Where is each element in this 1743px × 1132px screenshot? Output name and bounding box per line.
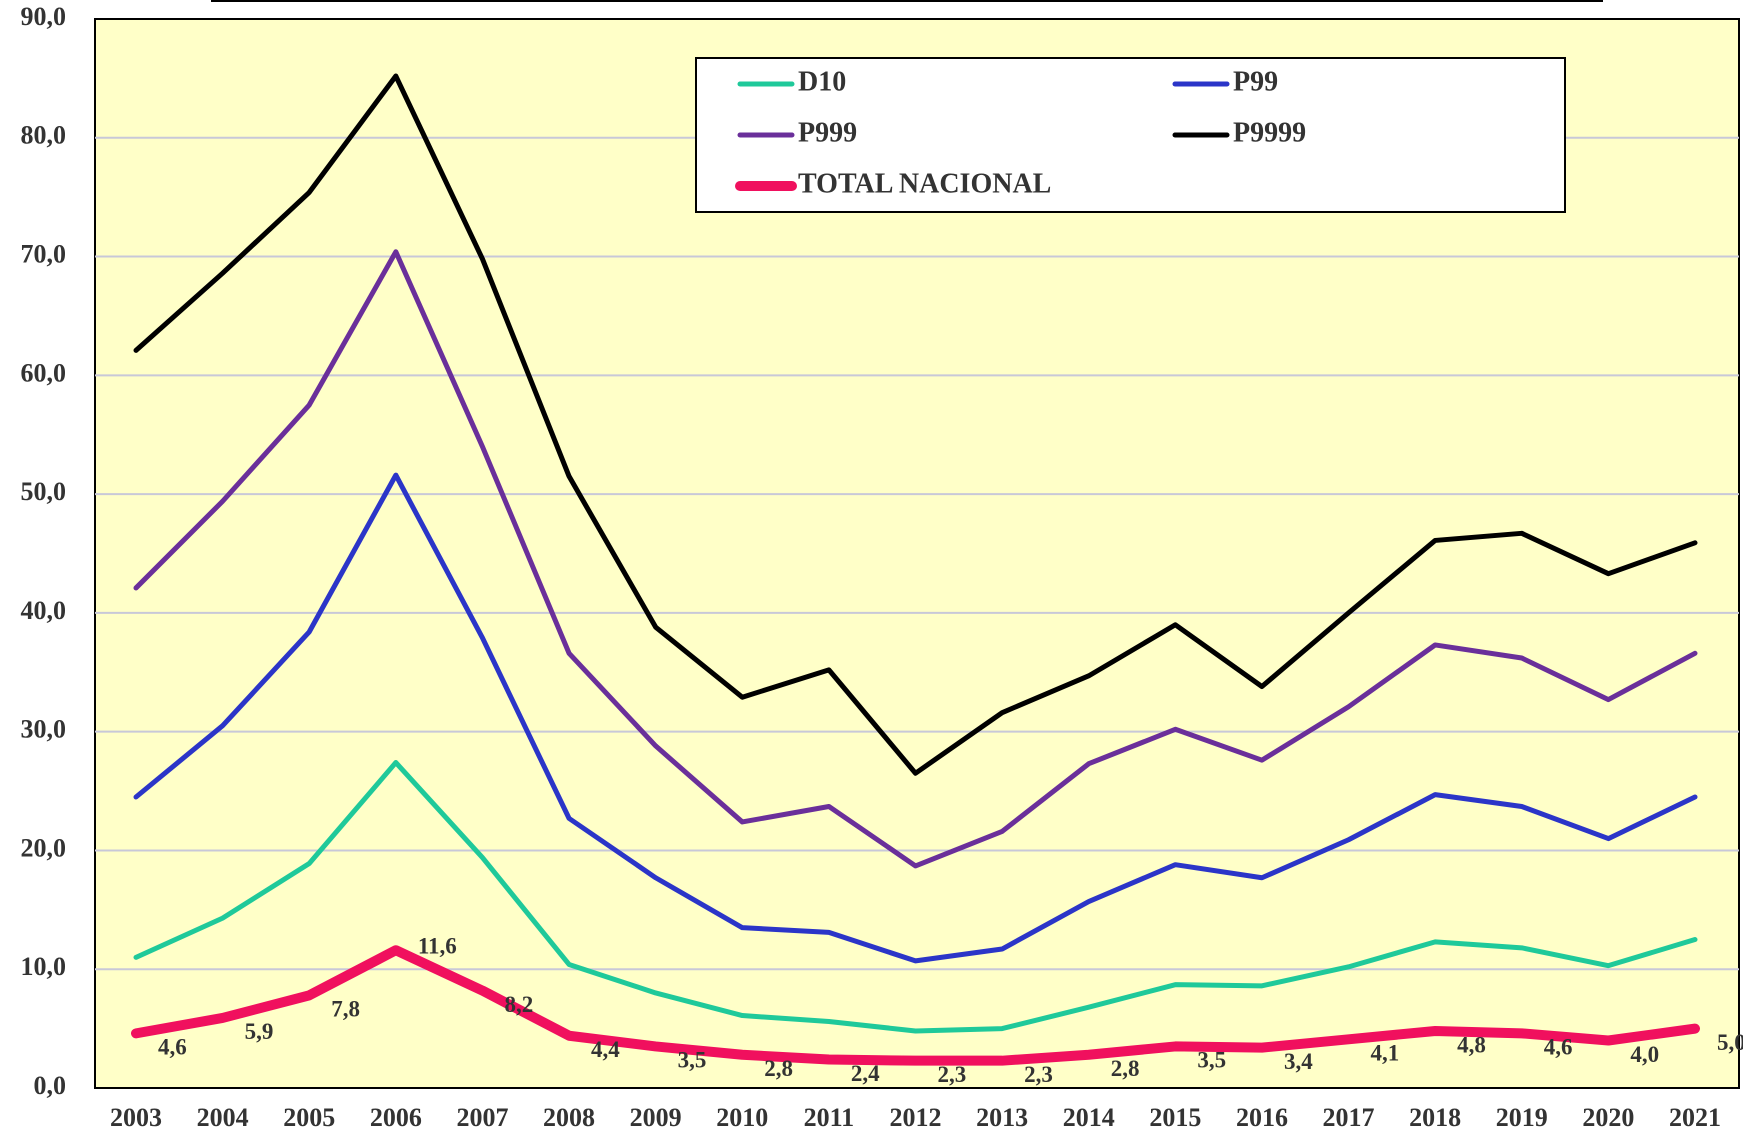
- legend-label: P99: [1233, 66, 1278, 97]
- x-tick-label: 2010: [716, 1103, 768, 1132]
- x-tick-label: 2006: [370, 1103, 422, 1132]
- data-label: 4,0: [1630, 1042, 1659, 1067]
- y-tick-label: 20,0: [21, 833, 67, 862]
- x-tick-label: 2014: [1063, 1103, 1115, 1132]
- data-label: 4,6: [158, 1035, 187, 1060]
- x-tick-label: 2007: [456, 1103, 508, 1132]
- x-tick-label: 2016: [1236, 1103, 1288, 1132]
- data-label: 5,9: [245, 1019, 274, 1044]
- series-line: [133, 73, 1698, 776]
- y-tick-label: 80,0: [21, 121, 67, 150]
- legend-label: P9999: [1233, 117, 1306, 148]
- legend: [695, 57, 1566, 213]
- data-label: 4,8: [1457, 1032, 1486, 1057]
- data-label: 4,6: [1544, 1035, 1573, 1060]
- data-label: 3,5: [678, 1048, 707, 1073]
- data-label: 4,4: [591, 1037, 620, 1062]
- series-line: [133, 760, 1698, 1034]
- title-box: [211, 0, 1603, 2]
- y-tick-label: 30,0: [21, 715, 67, 744]
- x-tick-label: 2012: [890, 1103, 942, 1132]
- x-tick-label: 2003: [110, 1103, 162, 1132]
- y-tick-label: 70,0: [21, 240, 67, 269]
- data-label: 2,4: [851, 1061, 880, 1086]
- x-tick-label: 2015: [1149, 1103, 1201, 1132]
- legend-label: P999: [798, 117, 857, 148]
- x-tick-label: 2013: [976, 1103, 1028, 1132]
- x-tick-label: 2004: [197, 1103, 249, 1132]
- y-tick-label: 90,0: [21, 2, 67, 31]
- legend-label: TOTAL NACIONAL: [798, 168, 1051, 199]
- x-tick-label: 2008: [543, 1103, 595, 1132]
- y-tick-label: 40,0: [21, 596, 67, 625]
- data-label: 2,3: [938, 1062, 967, 1087]
- x-tick-label: 2020: [1582, 1103, 1634, 1132]
- series-line: [131, 945, 1700, 1066]
- series-line: [133, 249, 1698, 869]
- data-label: 3,4: [1284, 1049, 1313, 1074]
- y-tick-label: 0,0: [34, 1071, 67, 1100]
- data-label: 4,1: [1371, 1041, 1400, 1066]
- legend-label: D10: [798, 66, 846, 97]
- y-tick-label: 60,0: [21, 358, 67, 387]
- data-label: 5,0: [1717, 1030, 1743, 1055]
- data-label: 8,2: [504, 992, 533, 1017]
- data-label: 3,5: [1197, 1048, 1226, 1073]
- x-tick-label: 2009: [630, 1103, 682, 1132]
- data-label: 2,3: [1024, 1062, 1053, 1087]
- x-tick-label: 2019: [1496, 1103, 1548, 1132]
- x-tick-label: 2005: [283, 1103, 335, 1132]
- series-line: [133, 472, 1698, 964]
- data-label: 7,8: [331, 997, 360, 1022]
- data-label: 2,8: [764, 1056, 793, 1081]
- data-label: 11,6: [418, 933, 457, 958]
- y-tick-label: 10,0: [21, 952, 67, 981]
- x-tick-label: 2021: [1669, 1103, 1721, 1132]
- y-tick-label: 50,0: [21, 477, 67, 506]
- x-tick-label: 2011: [804, 1103, 855, 1132]
- x-tick-label: 2018: [1409, 1103, 1461, 1132]
- x-tick-label: 2017: [1323, 1103, 1375, 1132]
- data-label: 2,8: [1111, 1056, 1140, 1081]
